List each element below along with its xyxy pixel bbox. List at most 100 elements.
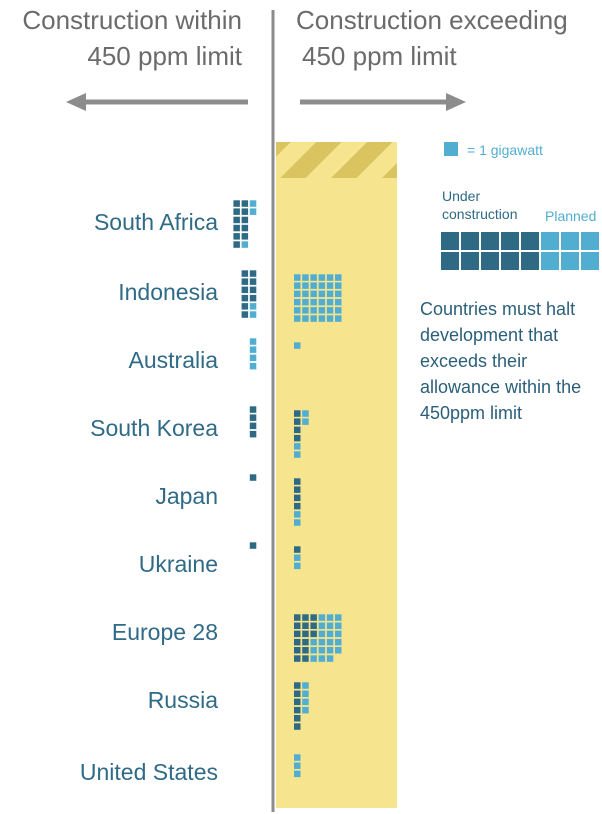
unit-square-right-8-1 [294, 762, 301, 769]
unit-square-left-2-0 [249, 338, 257, 345]
legend-square-1-1 [461, 252, 479, 270]
unit-square-right-1-26 [326, 290, 334, 298]
unit-square-right-1-16 [310, 307, 317, 314]
unit-square-right-6-14 [310, 630, 317, 638]
country-label-1: Indonesia [118, 279, 218, 305]
unit-square-right-1-21 [318, 298, 326, 306]
unit-square-right-6-15 [310, 638, 317, 646]
legend-square-0-4 [521, 232, 539, 250]
unit-square-right-7-7 [302, 690, 309, 697]
unit-square-right-6-9 [302, 638, 309, 646]
unit-square-left-1-1 [241, 278, 249, 285]
legend-square-1-7 [581, 252, 599, 270]
unit-square-right-1-2 [294, 290, 301, 298]
unit-square-right-3-2 [294, 426, 301, 434]
unit-square-right-6-13 [310, 622, 317, 629]
unit-square-right-3-0 [294, 410, 301, 417]
unit-square-right-1-35 [335, 315, 342, 322]
unit-square-right-1-0 [294, 274, 301, 281]
unit-square-right-1-19 [318, 282, 326, 289]
unit-square-right-6-32 [335, 630, 342, 638]
legend-square-1-4 [521, 252, 539, 270]
unit-square-right-4-2 [294, 494, 301, 502]
unit-square-right-1-12 [310, 274, 317, 281]
unit-square-right-6-5 [294, 655, 301, 662]
unit-square-left-0-10 [241, 233, 249, 240]
unit-square-left-1-5 [241, 311, 249, 318]
unit-square-right-6-23 [318, 655, 326, 662]
unit-square-left-1-4 [241, 303, 249, 310]
unit-square-right-5-1 [294, 554, 301, 561]
unit-square-left-5-0 [249, 542, 257, 549]
unit-square-right-6-12 [310, 614, 317, 621]
unit-square-right-6-22 [318, 647, 326, 654]
unit-square-right-2-0 [294, 342, 301, 349]
legend-square-0-2 [481, 232, 499, 250]
unit-square-left-1-8 [249, 286, 257, 294]
unit-square-right-6-28 [326, 647, 334, 654]
unit-square-right-7-3 [294, 706, 301, 714]
legend-unit-square [444, 142, 458, 156]
legend-under-construction-label-2: construction [442, 206, 517, 222]
unit-square-right-1-23 [318, 315, 326, 322]
unit-square-right-6-6 [302, 614, 309, 621]
unit-square-right-1-5 [294, 315, 301, 322]
unit-square-right-1-13 [310, 282, 317, 289]
unit-square-right-6-3 [294, 638, 301, 646]
legend-square-0-6 [561, 232, 579, 250]
legend-planned-label: Planned [545, 208, 596, 224]
unit-square-right-1-6 [302, 274, 309, 281]
unit-square-right-6-11 [302, 655, 309, 662]
unit-square-right-1-14 [310, 290, 317, 298]
header-within-line1: Construction within [22, 5, 242, 35]
unit-square-right-6-29 [326, 655, 334, 662]
unit-square-right-1-30 [335, 274, 342, 281]
unit-square-right-6-8 [302, 630, 309, 638]
unit-square-right-1-9 [302, 298, 309, 306]
country-label-3: South Korea [90, 415, 218, 441]
legend-square-1-5 [541, 252, 559, 270]
unit-square-right-7-1 [294, 690, 301, 697]
unit-square-left-0-1 [233, 208, 240, 215]
unit-square-right-1-8 [302, 290, 309, 298]
unit-square-left-0-9 [241, 224, 249, 232]
unit-square-right-7-8 [302, 698, 309, 706]
header-exceeding-line1: Construction exceeding [296, 5, 568, 35]
legend-square-1-2 [481, 252, 499, 270]
unit-square-right-4-1 [294, 486, 301, 493]
unit-square-right-8-2 [294, 770, 301, 778]
unit-square-right-6-25 [326, 622, 334, 629]
country-label-5: Ukraine [139, 551, 218, 577]
unit-square-left-0-12 [249, 200, 257, 207]
unit-square-right-7-4 [294, 715, 301, 722]
legend-square-1-3 [501, 252, 519, 270]
unit-square-right-6-10 [302, 647, 309, 654]
unit-square-right-3-7 [302, 418, 309, 425]
arrow-right-icon [300, 93, 466, 111]
legend-square-0-3 [501, 232, 519, 250]
unit-square-left-1-10 [249, 303, 257, 310]
legend-unit-label: = 1 gigawatt [467, 142, 543, 158]
unit-square-left-1-2 [241, 286, 249, 294]
unit-square-right-5-2 [294, 562, 301, 570]
legend-under-construction-label-1: Under [442, 188, 480, 204]
legend-square-1-0 [441, 252, 459, 270]
unit-square-right-5-0 [294, 546, 301, 553]
unit-square-right-6-1 [294, 622, 301, 629]
unit-square-left-2-3 [249, 362, 257, 370]
arrow-left-icon [66, 93, 248, 111]
unit-square-right-7-2 [294, 698, 301, 706]
legend-square-0-0 [441, 232, 459, 250]
unit-square-right-8-0 [294, 754, 301, 761]
unit-square-left-1-0 [241, 270, 249, 277]
unit-square-left-1-11 [249, 311, 257, 318]
country-label-2: Australia [129, 347, 219, 373]
country-label-8: United States [80, 759, 218, 785]
unit-square-left-3-2 [249, 422, 257, 430]
unit-square-left-1-6 [249, 270, 257, 277]
header-exceeding-limit: Construction exceeding 450 ppm limit [296, 2, 568, 74]
unit-square-left-0-3 [233, 224, 240, 232]
unit-square-left-4-0 [249, 474, 257, 481]
country-label-0: South Africa [94, 209, 218, 235]
unit-square-right-3-4 [294, 443, 301, 450]
